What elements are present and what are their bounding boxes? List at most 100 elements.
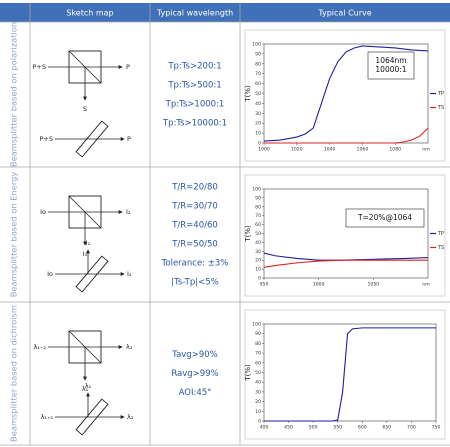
y-tick-label: 70	[255, 71, 261, 77]
chart-frame	[244, 309, 446, 440]
x-tick-label: 1050	[367, 282, 379, 288]
y-tick-label: 100	[252, 42, 261, 48]
y-tick-label: 90	[255, 331, 261, 337]
wavelength-spec: Ravg>99%	[171, 369, 218, 379]
sketch-label: λ₁₊₂	[34, 343, 47, 351]
wavelength-spec: Tavg>90%	[171, 350, 217, 360]
y-tick-label: 60	[255, 360, 261, 366]
x-tick-label: 550	[333, 425, 342, 431]
sketch-label: λ₁	[85, 382, 92, 390]
y-tick-label: 80	[255, 61, 261, 67]
y-tick-label: 100	[252, 322, 261, 328]
header-bar	[0, 3, 450, 22]
y-tick-label: 10	[255, 131, 261, 137]
wavelength-spec: T/R=30/70	[171, 202, 218, 212]
y-tick-label: 30	[255, 389, 261, 395]
y-tick-label: 50	[255, 370, 261, 376]
row-label: Beamsplitter based on Energy	[9, 172, 19, 298]
y-tick-label: 100	[252, 187, 261, 193]
sketch-label: λ₁₊₂	[41, 413, 54, 421]
annotation: T=20%@1064	[357, 213, 412, 222]
y-tick-label: 70	[255, 351, 261, 357]
curve-line	[263, 259, 428, 268]
y-tick-label: 40	[255, 101, 261, 107]
x-unit: nm	[422, 283, 430, 288]
sketch-label: I₁	[83, 250, 88, 258]
legend-label: TS	[437, 105, 444, 111]
y-axis-label: T(%)	[244, 364, 252, 382]
header-label: Sketch map	[66, 9, 113, 18]
x-tick-label: 500	[309, 425, 318, 431]
sketch-label: Io	[40, 208, 46, 216]
wavelength-spec: T/R=20/80	[171, 183, 218, 193]
y-tick-label: 30	[255, 111, 261, 117]
y-tick-label: 70	[255, 213, 261, 219]
sketch-label: λ₂	[127, 413, 134, 421]
x-tick-label: 1000	[258, 147, 270, 153]
x-tick-label: 400	[260, 425, 269, 431]
y-tick-label: 0	[258, 141, 261, 147]
wavelength-spec: Tp:Ts>500:1	[167, 81, 221, 91]
x-tick-label: 450	[284, 425, 293, 431]
x-tick-label: 1000	[313, 282, 325, 288]
curve-line	[264, 127, 429, 144]
y-tick-label: 40	[255, 380, 261, 386]
wavelength-spec: T/R=50/50	[171, 240, 218, 250]
annotation: 1064nm	[375, 56, 406, 65]
x-tick-label: 750	[432, 425, 441, 431]
y-tick-label: 20	[255, 258, 261, 264]
header-label: Typical wavelength	[156, 9, 233, 18]
wavelength-spec: Tp:Ts>200:1	[167, 62, 221, 72]
y-axis-label: T(%)	[244, 85, 252, 103]
y-tick-label: 90	[255, 195, 261, 201]
legend-label: TP	[437, 91, 444, 97]
header-label: Typical Curve	[317, 9, 371, 18]
y-tick-label: 10	[255, 409, 261, 415]
sketch-label: I₂	[126, 208, 131, 216]
x-tick-label: 600	[358, 425, 367, 431]
y-tick-label: 60	[255, 222, 261, 228]
y-tick-label: 20	[255, 121, 261, 127]
row-label: Beamsplitter based on dichroism	[9, 305, 19, 442]
y-tick-label: 80	[255, 341, 261, 347]
sketch-label: S	[83, 105, 87, 113]
sketch-label: I₂	[127, 270, 132, 278]
wavelength-spec: |Ts-Tp|<5%	[171, 278, 218, 288]
y-tick-label: 30	[255, 249, 261, 255]
table-body: Sketch map Typical wavelength Typical Curv…	[0, 3, 450, 446]
y-tick-label: 80	[255, 204, 261, 210]
wavelength-spec: AOI:45°	[179, 388, 212, 398]
x-tick-label: 1040	[324, 147, 336, 153]
row-label: Beamsplitter based on polarization	[9, 22, 19, 167]
x-tick-label: 950	[260, 282, 269, 288]
y-tick-label: 60	[255, 81, 261, 87]
chart-frame	[244, 174, 446, 297]
curve-line	[263, 45, 429, 142]
y-tick-label: 10	[255, 267, 261, 273]
sketch-label: P+S	[40, 135, 54, 143]
y-axis-label: T(%)	[244, 225, 252, 243]
x-unit: nm	[422, 148, 430, 153]
y-tick-label: 50	[255, 91, 261, 97]
legend-label: TS	[437, 245, 444, 251]
sketch-label: P+S	[33, 63, 47, 71]
sketch-label: λ₂	[126, 343, 133, 351]
annotation-box	[367, 51, 415, 80]
sketch-label: P	[127, 135, 131, 143]
y-tick-label: 40	[255, 240, 261, 246]
x-tick-label: 1080	[389, 147, 401, 153]
sketch-label: λ₁	[82, 385, 89, 393]
wavelength-spec: T/R=40/60	[171, 221, 218, 231]
wavelength-spec: Tp:Ts>1000:1	[165, 100, 225, 110]
y-tick-label: 90	[255, 51, 261, 57]
annotation-box	[345, 208, 425, 228]
sketch-label: Io	[47, 270, 53, 278]
x-tick-label: 1020	[291, 147, 303, 153]
curve-line	[264, 327, 436, 422]
x-tick-label: 700	[407, 425, 416, 431]
x-tick-label: 650	[382, 425, 391, 431]
sketch-label: I₁	[86, 239, 91, 247]
legend-label: TP	[437, 231, 444, 237]
